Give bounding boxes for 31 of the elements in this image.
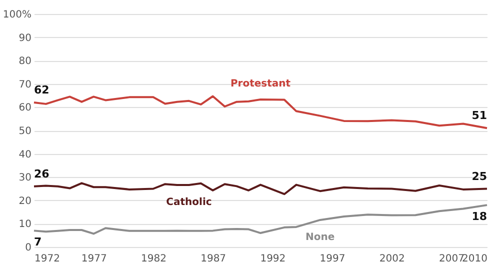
- data-label: 18: [472, 210, 487, 224]
- x-tick-label: 1982: [140, 254, 166, 264]
- data-label: 25: [472, 170, 487, 183]
- y-tick-label: 40: [18, 149, 32, 160]
- x-tick-label: 2010: [462, 254, 488, 264]
- y-tick-label: 0: [25, 242, 32, 254]
- x-tick-label: 1992: [260, 254, 286, 264]
- x-tick-label: 2007: [439, 254, 464, 264]
- y-tick-label: 80: [18, 56, 32, 68]
- y-tick-label: 90: [18, 32, 32, 44]
- data-label: 51: [472, 109, 487, 122]
- x-tick-label: 1997: [320, 254, 346, 264]
- y-tick-label: 60: [18, 102, 32, 114]
- x-tick-label: 1972: [34, 254, 60, 264]
- data-label: 7: [34, 236, 42, 249]
- x-tick-label: 1977: [81, 254, 107, 264]
- y-tick-label: 50: [18, 126, 32, 137]
- y-tick-label: 30: [18, 172, 32, 184]
- data-label: 62: [34, 84, 50, 97]
- data-label: 26: [34, 167, 50, 180]
- y-tick-label: 100%: [2, 10, 32, 20]
- y-tick-label: 20: [18, 196, 32, 207]
- line-series: [33, 95, 488, 130]
- x-tick-label: 2002: [379, 254, 405, 264]
- x-tick-label: 1987: [200, 254, 226, 264]
- y-tick-label: 70: [18, 79, 32, 90]
- series-label: Catholic: [166, 197, 212, 208]
- series-label: Protestant: [230, 78, 291, 90]
- line-series: [33, 182, 488, 196]
- y-tick-label: 10: [18, 219, 32, 230]
- series-label: None: [306, 232, 335, 243]
